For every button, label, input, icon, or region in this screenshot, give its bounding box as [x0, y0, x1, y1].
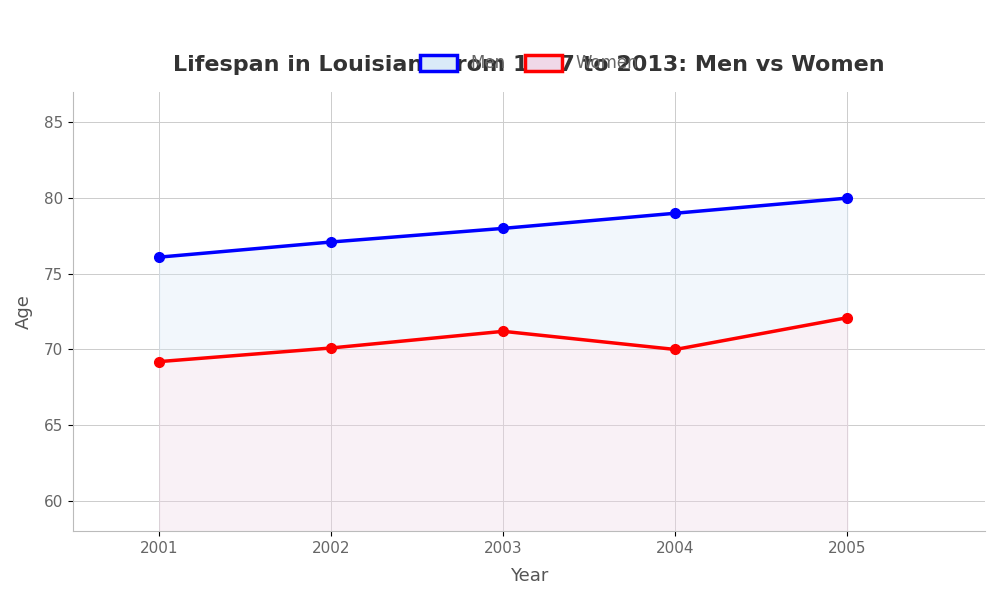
Title: Lifespan in Louisiana from 1987 to 2013: Men vs Women: Lifespan in Louisiana from 1987 to 2013:… — [173, 55, 885, 75]
Y-axis label: Age: Age — [15, 294, 33, 329]
Legend: Men, Women: Men, Women — [414, 48, 645, 79]
X-axis label: Year: Year — [510, 567, 548, 585]
